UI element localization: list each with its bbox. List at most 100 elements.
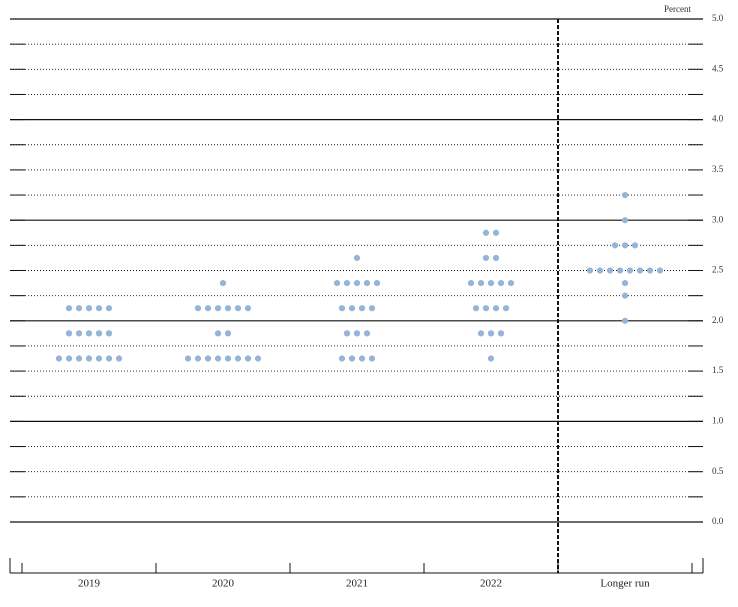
y-tick-label: 4.0 (712, 114, 724, 124)
dot (55, 355, 63, 362)
dot (353, 254, 361, 262)
dot (487, 355, 495, 362)
dot (348, 305, 356, 312)
dot (621, 191, 629, 199)
dot (477, 330, 485, 337)
dot (343, 330, 351, 337)
dot (606, 267, 614, 274)
dot (467, 279, 475, 287)
dot (611, 242, 619, 249)
y-tick-label: 2.5 (712, 265, 724, 275)
y-tick-label: 0.5 (712, 466, 724, 476)
dot (65, 355, 73, 362)
dot (507, 279, 515, 287)
dot (358, 355, 366, 362)
dot (621, 279, 629, 287)
dot (487, 279, 495, 287)
dot (482, 254, 490, 262)
dot (363, 279, 371, 287)
dot (75, 355, 83, 362)
dot (224, 305, 232, 312)
dot (244, 355, 252, 362)
dot (105, 330, 113, 337)
dot (333, 279, 341, 287)
dot (492, 254, 500, 262)
dot (621, 242, 629, 249)
dot (487, 330, 495, 337)
dot (586, 267, 594, 274)
dot (85, 330, 93, 337)
dot (482, 229, 490, 236)
dot (636, 267, 644, 274)
dot (224, 355, 232, 362)
dot (338, 355, 346, 362)
dot (363, 330, 371, 337)
dot (194, 305, 202, 312)
y-axis-label: Percent (664, 4, 691, 14)
dot (115, 355, 123, 362)
dot (646, 267, 654, 274)
dot (95, 355, 103, 362)
dot (616, 267, 624, 274)
dot (477, 279, 485, 287)
y-tick-label: 2.0 (712, 315, 724, 325)
dot (214, 305, 222, 312)
x-tick-label: 2021 (346, 578, 368, 590)
dot (621, 317, 629, 324)
dot (234, 305, 242, 312)
x-tick-label: 2022 (480, 578, 502, 590)
dot (472, 305, 480, 312)
dot (492, 229, 500, 236)
dot (343, 279, 351, 287)
y-tick-label: 1.5 (712, 365, 724, 375)
dot (621, 292, 629, 299)
dot (244, 305, 252, 312)
dot (656, 267, 664, 274)
dot (65, 330, 73, 337)
dot (194, 355, 202, 362)
dot (234, 355, 242, 362)
dot (214, 330, 222, 337)
dot (497, 330, 505, 337)
dot (105, 355, 113, 362)
dot (75, 305, 83, 312)
dot (85, 305, 93, 312)
dot (492, 305, 500, 312)
dot (105, 305, 113, 312)
dot (184, 355, 192, 362)
dot (353, 330, 361, 337)
dot (631, 242, 639, 249)
dot (482, 305, 490, 312)
dot (502, 305, 510, 312)
dot (368, 305, 376, 312)
dot (596, 267, 604, 274)
dot (373, 279, 381, 287)
x-tick-label: Longer run (600, 578, 650, 590)
x-tick-label: 2019 (78, 578, 101, 590)
dot (358, 305, 366, 312)
dot (219, 279, 227, 287)
dot (353, 279, 361, 287)
x-tick-label: 2020 (212, 578, 235, 590)
dot (224, 330, 232, 337)
y-tick-label: 3.0 (712, 214, 724, 224)
dot (214, 355, 222, 362)
dot (65, 305, 73, 312)
dot (626, 267, 634, 274)
dot (75, 330, 83, 337)
dot (621, 217, 629, 224)
dot (204, 355, 212, 362)
dot (95, 330, 103, 337)
y-tick-label: 5.0 (712, 13, 724, 23)
dot (497, 279, 505, 287)
dot (95, 305, 103, 312)
y-tick-label: 1.0 (712, 415, 724, 425)
dot (85, 355, 93, 362)
dot (348, 355, 356, 362)
y-tick-label: 4.5 (712, 63, 724, 73)
y-tick-label: 3.5 (712, 164, 724, 174)
dot (368, 355, 376, 362)
y-tick-label: 0.0 (712, 516, 724, 526)
dot (204, 305, 212, 312)
